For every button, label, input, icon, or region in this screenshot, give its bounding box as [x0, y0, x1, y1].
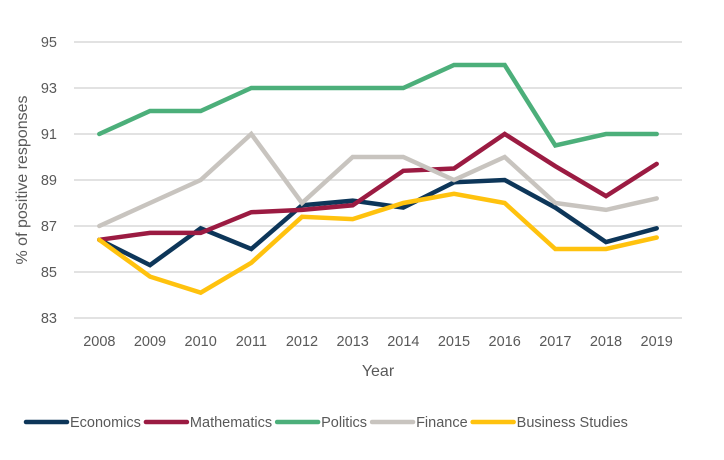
series-line-mathematics — [97, 131, 659, 243]
x-tick-label: 2012 — [286, 334, 318, 350]
legend-item-business-studies: Business Studies — [470, 415, 628, 431]
x-tick-label: 2017 — [539, 334, 571, 350]
x-tick-label: 2010 — [185, 334, 217, 350]
y-tick-label: 85 — [41, 265, 57, 281]
y-tick-label: 93 — [41, 81, 57, 97]
x-tick-label: 2009 — [134, 334, 166, 350]
legend: Economics Mathematics Politics Finance Busin… — [23, 415, 628, 431]
legend-item-finance: Finance — [369, 415, 468, 431]
y-tick-label: 87 — [41, 219, 57, 235]
legend-item-mathematics: Mathematics — [143, 415, 272, 431]
series-line-politics — [97, 62, 659, 149]
legend-label: Business Studies — [517, 415, 628, 431]
x-tick-label: 2016 — [489, 334, 521, 350]
gridlines — [74, 41, 682, 319]
x-tick-label: 2018 — [590, 334, 622, 350]
series-line-finance — [97, 130, 659, 229]
x-tick-label: 2015 — [438, 334, 470, 350]
y-tick-label: 91 — [41, 127, 57, 143]
y-tick-label: 89 — [41, 173, 57, 189]
y-tick-label: 83 — [41, 311, 57, 327]
x-tick-label: 2008 — [83, 334, 115, 350]
x-tick-label: 2014 — [387, 334, 419, 350]
legend-label: Economics — [70, 415, 141, 431]
x-axis-ticks: 2008 2009 2010 2011 2012 2013 2014 2015 2016 2017… — [83, 334, 673, 350]
x-tick-label: 2019 — [641, 334, 673, 350]
x-axis-title: Year — [362, 363, 395, 380]
series-line-economics — [97, 177, 659, 268]
legend-label: Mathematics — [190, 415, 272, 431]
legend-item-economics: Economics — [23, 415, 141, 431]
legend-label: Politics — [321, 415, 367, 431]
x-tick-label: 2013 — [337, 334, 369, 350]
x-tick-label: 2011 — [236, 334, 267, 350]
legend-label: Finance — [416, 415, 468, 431]
series-lines — [97, 62, 659, 296]
y-tick-label: 95 — [41, 35, 57, 51]
legend-item-politics: Politics — [274, 415, 367, 431]
y-axis-title: % of positive responses — [14, 96, 31, 265]
series-line-business-studies — [97, 191, 659, 296]
y-axis-ticks: 83 85 87 89 91 93 95 — [41, 35, 57, 327]
